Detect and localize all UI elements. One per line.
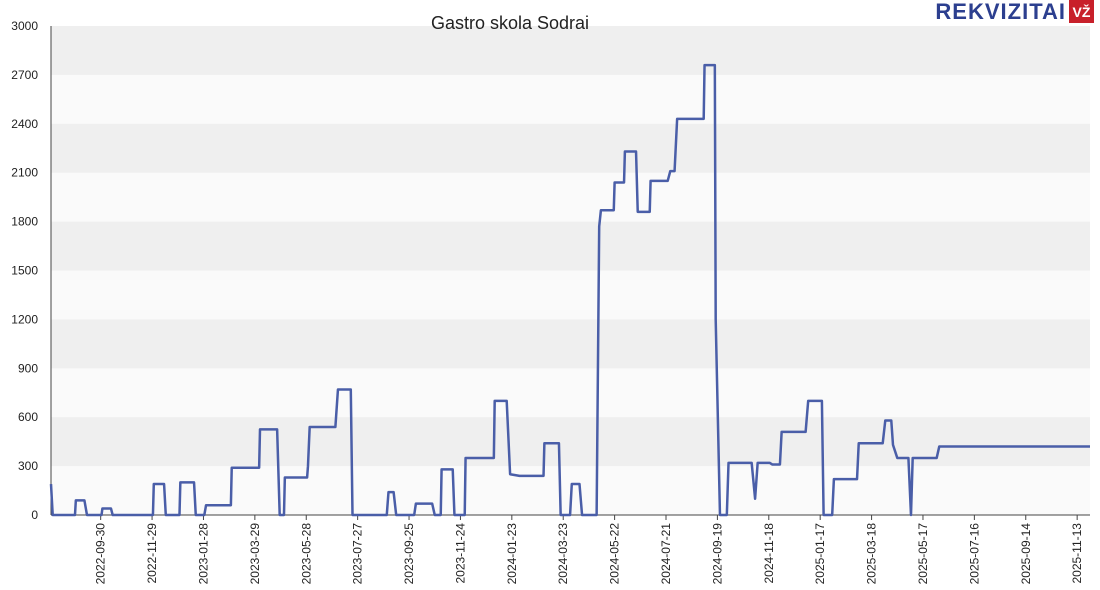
y-tick-label: 300: [18, 459, 38, 473]
x-tick-label: 2025-09-14: [1019, 523, 1033, 585]
grid-band: [51, 123, 1090, 173]
x-tick-label: 2023-11-24: [453, 523, 467, 584]
x-tick-label: 2023-07-27: [351, 523, 365, 585]
y-tick-label: 600: [18, 410, 38, 424]
plot-background: [51, 26, 1090, 515]
x-tick-label: 2023-03-29: [248, 523, 262, 585]
chart-title: Gastro skola Sodrai: [431, 13, 589, 33]
x-tick-label: 2025-03-18: [865, 523, 879, 585]
x-tick-label: 2022-11-29: [145, 523, 159, 584]
brand-badge: VŽ: [1073, 3, 1091, 20]
x-tick-label: 2023-05-28: [299, 523, 313, 585]
x-tick-label: 2024-05-22: [608, 523, 622, 585]
x-tick-label: 2025-01-17: [813, 523, 827, 585]
x-tick-label: 2024-11-18: [762, 523, 776, 584]
brand-badge-bg: [1069, 0, 1094, 23]
x-tick-label: 2023-01-28: [196, 523, 210, 585]
grid-band: [51, 26, 1090, 75]
x-tick-label: 2024-01-23: [505, 523, 519, 585]
brand-name: REKVIZITAI: [935, 0, 1066, 24]
grid-band: [51, 221, 1090, 271]
data-line: [49, 63, 1090, 517]
y-tick-label: 1200: [11, 312, 38, 326]
y-tick-label: 0: [31, 508, 38, 522]
y-tick-label: 1500: [11, 264, 38, 278]
x-tick-label: 2024-03-23: [556, 523, 570, 585]
y-tick-label: 1800: [11, 215, 38, 229]
x-tick-label: 2024-09-19: [710, 523, 724, 585]
grid-band: [51, 319, 1090, 369]
x-tick-label: 2025-07-16: [967, 523, 981, 585]
y-tick-label: 900: [18, 361, 38, 375]
x-tick-label: 2025-05-17: [916, 523, 930, 585]
y-tick-label: 3000: [11, 19, 38, 33]
x-tick-label: 2023-09-25: [402, 523, 416, 585]
x-tick-label: 2024-07-21: [659, 523, 673, 585]
y-tick-label: 2100: [11, 166, 38, 180]
y-tick-label: 2700: [11, 68, 38, 82]
y-tick-label: 2400: [11, 117, 38, 131]
x-tick-label: 2022-09-30: [94, 523, 108, 585]
x-tick-label: 2025-11-13: [1070, 523, 1084, 584]
